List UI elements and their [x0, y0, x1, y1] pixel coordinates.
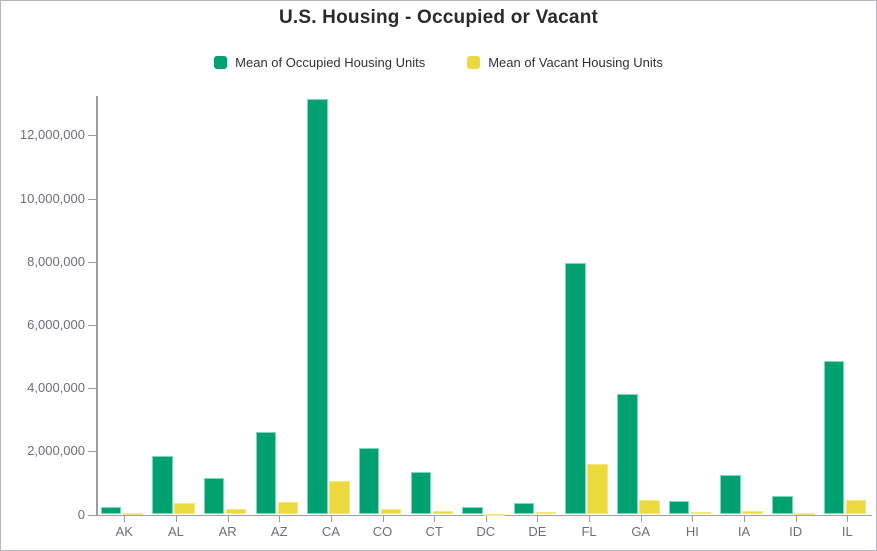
y-axis-label: 0	[77, 506, 85, 522]
bar-occupied-de[interactable]	[513, 503, 535, 515]
bar-occupied-hi[interactable]	[668, 500, 690, 515]
x-axis-label-id: ID	[789, 524, 803, 539]
y-axis-tick	[88, 261, 96, 263]
y-axis-label: 2,000,000	[27, 443, 85, 459]
x-axis-line	[96, 514, 872, 516]
bar-vacant-ak[interactable]	[122, 513, 144, 516]
bar-occupied-id[interactable]	[772, 495, 793, 515]
y-axis-label: 8,000,000	[27, 253, 85, 269]
bar-occupied-ct[interactable]	[410, 472, 432, 515]
x-axis-tick	[640, 516, 642, 522]
x-axis-label-ia: IA	[737, 524, 751, 539]
occupied-series-swatch-icon	[214, 56, 228, 69]
x-axis-tick	[227, 516, 229, 522]
y-axis-line	[96, 96, 98, 516]
bar-vacant-fl[interactable]	[587, 463, 608, 515]
legend-label-vacant: Mean of Vacant Housing Units	[488, 55, 663, 70]
x-axis-tick	[589, 516, 591, 522]
vacant-series-swatch-icon	[467, 56, 481, 69]
bar-vacant-ia[interactable]	[742, 511, 763, 515]
bar-vacant-al[interactable]	[174, 503, 195, 515]
y-axis-tick	[88, 514, 96, 516]
x-axis-tick	[124, 516, 126, 522]
bar-vacant-il[interactable]	[845, 500, 867, 515]
y-axis-tick	[88, 198, 96, 200]
y-axis-tick	[88, 451, 96, 453]
x-axis-tick	[847, 516, 849, 522]
x-axis-tick	[330, 516, 332, 522]
x-axis-label-ct: CT	[425, 524, 443, 539]
x-axis-tick	[795, 516, 797, 522]
x-axis-label-hi: HI	[685, 524, 699, 539]
bar-occupied-il[interactable]	[823, 360, 845, 515]
bar-vacant-ca[interactable]	[329, 481, 350, 515]
x-axis-label-fl: FL	[581, 524, 597, 539]
y-axis-label: 10,000,000	[19, 190, 85, 206]
x-axis-tick	[175, 516, 177, 522]
x-axis-label-ca: CA	[321, 524, 340, 539]
bar-occupied-ca[interactable]	[307, 98, 328, 515]
x-axis-label-co: CO	[372, 524, 393, 539]
y-axis-label: 6,000,000	[27, 316, 85, 332]
y-axis-tick	[88, 388, 96, 390]
y-axis-tick	[88, 135, 96, 137]
y-axis-label: 4,000,000	[27, 380, 85, 396]
chart-legend: Mean of Occupied Housing Units Mean of V…	[1, 55, 876, 70]
x-axis-label-ak: AK	[115, 524, 133, 539]
bar-vacant-ar[interactable]	[225, 508, 247, 515]
bar-vacant-co[interactable]	[380, 508, 402, 515]
bar-occupied-fl[interactable]	[565, 263, 586, 515]
x-axis-label-az: AZ	[270, 524, 288, 539]
bar-vacant-hi[interactable]	[690, 512, 712, 515]
x-axis-label-ga: GA	[631, 524, 651, 539]
x-axis-tick	[382, 516, 384, 522]
x-axis-tick	[279, 516, 281, 522]
bar-vacant-az[interactable]	[277, 502, 299, 515]
y-axis-tick	[88, 324, 96, 326]
y-axis-label: 12,000,000	[19, 127, 85, 143]
x-axis-label-dc: DC	[476, 524, 496, 539]
legend-item-vacant[interactable]: Mean of Vacant Housing Units	[467, 55, 663, 70]
bar-occupied-ar[interactable]	[203, 478, 225, 515]
x-axis-tick	[537, 516, 539, 522]
x-axis-label-il: IL	[841, 524, 853, 539]
legend-item-occupied[interactable]: Mean of Occupied Housing Units	[214, 55, 425, 70]
x-axis-tick	[485, 516, 487, 522]
legend-label-occupied: Mean of Occupied Housing Units	[235, 55, 426, 70]
bar-occupied-ak[interactable]	[100, 507, 122, 515]
x-axis-tick	[434, 516, 436, 522]
x-axis-label-de: DE	[528, 524, 547, 539]
bar-occupied-az[interactable]	[255, 432, 277, 515]
chart-title: U.S. Housing - Occupied or Vacant	[278, 7, 599, 28]
bar-vacant-de[interactable]	[535, 512, 557, 515]
x-axis-tick	[692, 516, 694, 522]
bar-occupied-al[interactable]	[152, 456, 173, 515]
x-axis-label-al: AL	[168, 524, 184, 539]
bar-vacant-id[interactable]	[794, 512, 815, 515]
bar-vacant-dc[interactable]	[484, 513, 505, 516]
bar-occupied-ia[interactable]	[720, 474, 741, 515]
x-axis-label-ar: AR	[218, 524, 237, 539]
bar-occupied-co[interactable]	[358, 448, 380, 515]
x-axis-tick	[744, 516, 745, 522]
bar-vacant-ct[interactable]	[432, 511, 454, 515]
bar-occupied-ga[interactable]	[617, 393, 638, 515]
bar-occupied-dc[interactable]	[462, 506, 483, 515]
bar-vacant-ga[interactable]	[639, 499, 660, 515]
